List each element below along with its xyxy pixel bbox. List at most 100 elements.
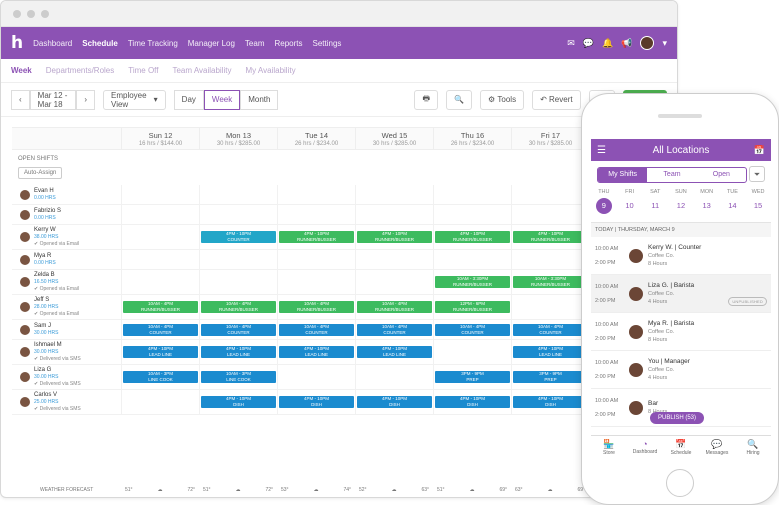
mobile-shift[interactable]: 10:00 AM 2:00 PM Kerry W. | Counter Coffee … xyxy=(591,237,771,275)
schedule-cell[interactable]: 10AM - 4PM COUNTER xyxy=(355,320,433,339)
schedule-cell[interactable] xyxy=(277,205,355,224)
schedule-cell[interactable]: 3PM - 9PM PREP xyxy=(433,365,511,389)
schedule-cell[interactable] xyxy=(355,250,433,269)
shift-block[interactable]: 10AM - 3PM LINE COOK xyxy=(201,371,276,383)
nav-link-manager-log[interactable]: Manager Log xyxy=(187,38,235,48)
schedule-cell[interactable]: 10AM - 3:30PM RUNNER/BUSSER xyxy=(433,270,511,294)
view-select[interactable]: Employee View ▾ xyxy=(103,89,166,110)
mobile-day[interactable]: WED 15 xyxy=(747,189,769,214)
shift-block[interactable]: 10AM - 4PM COUNTER xyxy=(279,323,354,336)
day-header[interactable]: Thu 16 26 hrs / $234.00 xyxy=(433,128,511,149)
schedule-cell[interactable] xyxy=(277,365,355,389)
schedule-cell[interactable]: 10AM - 4PM RUNNER/BUSSER xyxy=(199,295,277,319)
schedule-cell[interactable]: 10AM - 3:30PM RUNNER/BUSSER xyxy=(511,270,589,294)
minimize-dot[interactable] xyxy=(27,9,35,18)
shift-block[interactable]: 4PM - 10PM DISH xyxy=(513,396,588,408)
schedule-cell[interactable]: 12PM - 6PM RUNNER/BUSSER xyxy=(433,295,511,319)
shift-block[interactable]: 10AM - 3PM LINE COOK xyxy=(123,371,198,383)
mobile-shift[interactable]: 10:00 AM 2:00 PM You | Manager Coffee Co. 4 … xyxy=(591,351,771,389)
mobile-day[interactable]: TUE 14 xyxy=(721,189,743,214)
schedule-cell[interactable] xyxy=(121,185,199,204)
menu-icon[interactable]: ☰ xyxy=(597,144,606,156)
shift-block[interactable]: 10AM - 4PM RUNNER/BUSSER xyxy=(123,301,198,313)
schedule-cell[interactable] xyxy=(355,365,433,389)
subnav-week[interactable]: Week xyxy=(11,66,32,75)
schedule-cell[interactable] xyxy=(199,270,277,294)
schedule-cell[interactable]: 10AM - 3PM LINE COOK xyxy=(121,365,199,389)
schedule-cell[interactable] xyxy=(433,250,511,269)
schedule-cell[interactable]: 4PM - 10PM RUNNER/BUSSER xyxy=(277,225,355,249)
shift-block[interactable]: 4PM - 10PM LEAD LINE xyxy=(513,346,588,358)
schedule-cell[interactable] xyxy=(277,270,355,294)
mobile-day[interactable]: MON 13 xyxy=(696,189,718,214)
shift-block[interactable]: 3PM - 9PM PREP xyxy=(513,371,588,383)
employee-cell[interactable]: Zelda B 16.50 HRS ✔ Opened via Email xyxy=(12,270,121,294)
schedule-cell[interactable] xyxy=(121,225,199,249)
shift-block[interactable]: 4PM - 10PM LEAD LINE xyxy=(123,346,198,358)
shift-block[interactable]: 10AM - 4PM COUNTER xyxy=(201,323,276,336)
shift-block[interactable]: 4PM - 10PM DISH xyxy=(279,396,354,408)
schedule-cell[interactable]: 4PM - 10PM DISH xyxy=(277,390,355,414)
subnav-team-availability[interactable]: Team Availability xyxy=(172,66,232,75)
mobile-shift[interactable]: 10:00 AM 2:00 PM Liza G. | Barista Coffee C… xyxy=(591,275,771,313)
schedule-cell[interactable] xyxy=(511,185,589,204)
shift-block[interactable]: 10AM - 4PM RUNNER/BUSSER xyxy=(279,301,354,313)
schedule-cell[interactable]: 4PM - 10PM DISH xyxy=(199,390,277,414)
employee-cell[interactable]: Carlos V 25.00 HRS ✔ Delivered via SMS xyxy=(12,390,121,414)
mobile-day[interactable]: THU 9 xyxy=(593,189,615,214)
mobile-tab-my-shifts[interactable]: My Shifts xyxy=(598,168,648,182)
mobile-tabbar-schedule[interactable]: 📅 Schedule xyxy=(663,436,699,461)
bell-icon[interactable]: 🔔 xyxy=(602,37,614,48)
shift-block[interactable]: 10AM - 4PM RUNNER/BUSSER xyxy=(357,301,432,313)
schedule-cell[interactable] xyxy=(121,390,199,414)
schedule-cell[interactable]: 10AM - 4PM COUNTER xyxy=(199,320,277,339)
mobile-tab-open[interactable]: Open xyxy=(712,171,730,178)
schedule-cell[interactable]: 4PM - 10PM RUNNER/BUSSER xyxy=(433,225,511,249)
shift-block[interactable]: 10AM - 3:30PM RUNNER/BUSSER xyxy=(435,276,510,288)
shift-block[interactable]: 4PM - 10PM RUNNER/BUSSER xyxy=(435,231,510,243)
shift-block[interactable]: 10AM - 4PM COUNTER xyxy=(357,323,432,336)
close-dot[interactable] xyxy=(13,9,21,18)
subnav-my-availability[interactable]: My Availability xyxy=(245,66,296,75)
schedule-cell[interactable] xyxy=(121,205,199,224)
schedule-cell[interactable]: 10AM - 4PM COUNTER xyxy=(121,320,199,339)
schedule-cell[interactable] xyxy=(355,270,433,294)
schedule-cell[interactable] xyxy=(199,205,277,224)
mail-icon[interactable]: ✉ xyxy=(567,37,575,48)
nav-link-team[interactable]: Team xyxy=(244,38,265,48)
tools-button[interactable]: ⚙ Tools xyxy=(479,89,525,110)
subnav-time-off[interactable]: Time Off xyxy=(128,66,159,75)
shift-block[interactable]: 4PM - 10PM LEAD LINE xyxy=(357,346,432,358)
schedule-cell[interactable] xyxy=(511,250,589,269)
schedule-cell[interactable] xyxy=(355,185,433,204)
shift-block[interactable]: 10AM - 3:30PM RUNNER/BUSSER xyxy=(513,276,588,288)
filter-icon[interactable]: ⏷ xyxy=(749,166,765,182)
employee-cell[interactable]: Ishmael M 30.00 HRS ✔ Delivered via SMS xyxy=(12,340,121,364)
home-button[interactable] xyxy=(666,469,694,497)
shift-block[interactable]: 4PM - 10PM DISH xyxy=(435,396,510,408)
calendar-icon[interactable]: 📅 xyxy=(753,144,765,155)
schedule-cell[interactable]: 4PM - 10PM LEAD LINE xyxy=(355,340,433,364)
day-header[interactable]: Tue 14 26 hrs / $234.00 xyxy=(277,128,355,149)
schedule-cell[interactable]: 10AM - 4PM RUNNER/BUSSER xyxy=(277,295,355,319)
shift-block[interactable]: 10AM - 4PM COUNTER xyxy=(435,323,510,336)
schedule-cell[interactable]: 4PM - 10PM COUNTER xyxy=(199,225,277,249)
schedule-cell[interactable]: 4PM - 10PM LEAD LINE xyxy=(121,340,199,364)
next-week-button[interactable]: › xyxy=(76,89,95,110)
employee-cell[interactable]: Kerry W 38.00 HRS ✔ Opened via Email xyxy=(12,225,121,249)
schedule-cell[interactable]: 10AM - 4PM COUNTER xyxy=(433,320,511,339)
schedule-cell[interactable] xyxy=(277,185,355,204)
schedule-cell[interactable] xyxy=(277,250,355,269)
megaphone-icon[interactable]: 📢 xyxy=(621,37,633,48)
schedule-cell[interactable] xyxy=(433,205,511,224)
search-button[interactable]: 🔍 xyxy=(446,89,472,110)
nav-link-schedule[interactable]: Schedule xyxy=(82,38,118,48)
chat-icon[interactable]: 💬 xyxy=(582,37,595,48)
day-header[interactable]: Fri 17 30 hrs / $285.00 xyxy=(511,128,589,149)
mode-day-button[interactable]: Day xyxy=(173,89,204,110)
shift-block[interactable]: 4PM - 10PM RUNNER/BUSSER xyxy=(279,231,354,243)
employee-cell[interactable]: Fabrizio S 0.00 HRS xyxy=(12,205,121,224)
auto-assign-button[interactable]: Auto-Assign xyxy=(18,167,63,179)
prev-week-button[interactable]: ‹ xyxy=(11,89,30,110)
nav-link-time-tracking[interactable]: Time Tracking xyxy=(127,38,178,48)
